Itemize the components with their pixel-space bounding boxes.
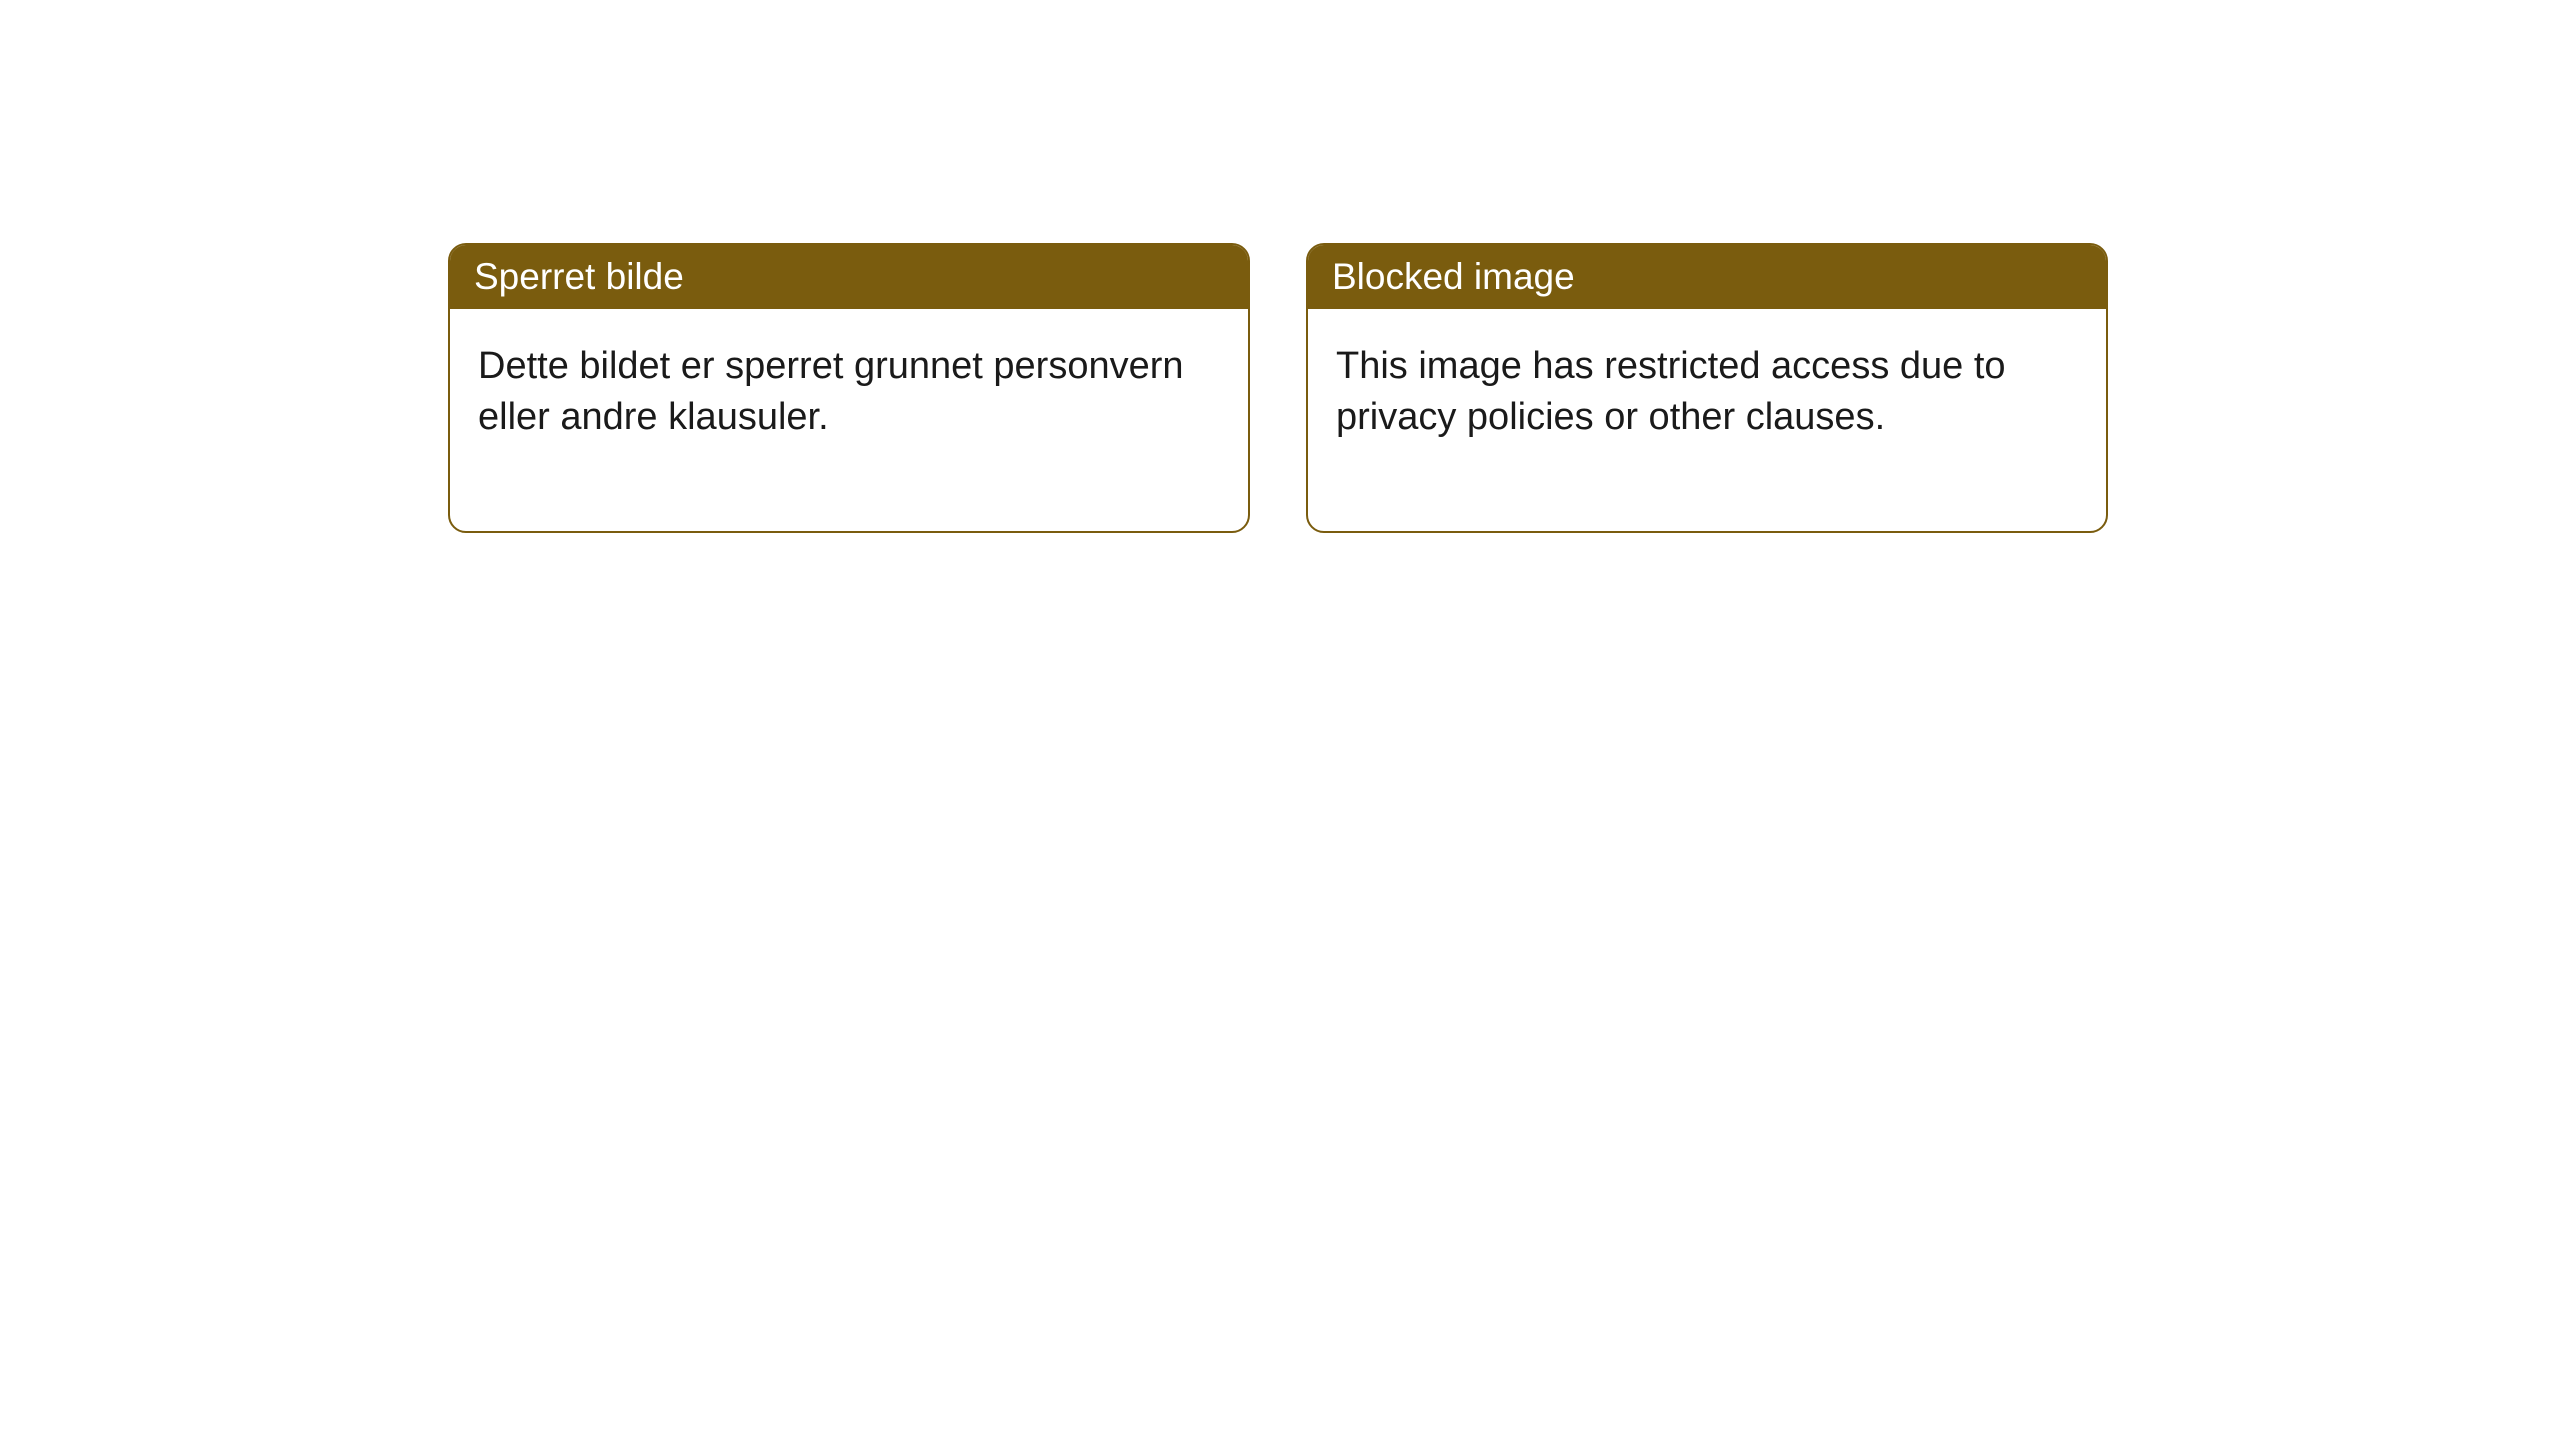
notice-body: This image has restricted access due to … — [1308, 309, 2106, 531]
notice-body-text: Dette bildet er sperret grunnet personve… — [478, 345, 1184, 438]
notice-header: Sperret bilde — [450, 245, 1248, 309]
notice-container: Sperret bilde Dette bildet er sperret gr… — [0, 0, 2560, 533]
notice-body: Dette bildet er sperret grunnet personve… — [450, 309, 1248, 531]
notice-body-text: This image has restricted access due to … — [1336, 345, 2006, 438]
notice-card-norwegian: Sperret bilde Dette bildet er sperret gr… — [448, 243, 1250, 533]
notice-card-english: Blocked image This image has restricted … — [1306, 243, 2108, 533]
notice-header: Blocked image — [1308, 245, 2106, 309]
notice-title: Sperret bilde — [474, 256, 684, 297]
notice-title: Blocked image — [1332, 256, 1575, 297]
